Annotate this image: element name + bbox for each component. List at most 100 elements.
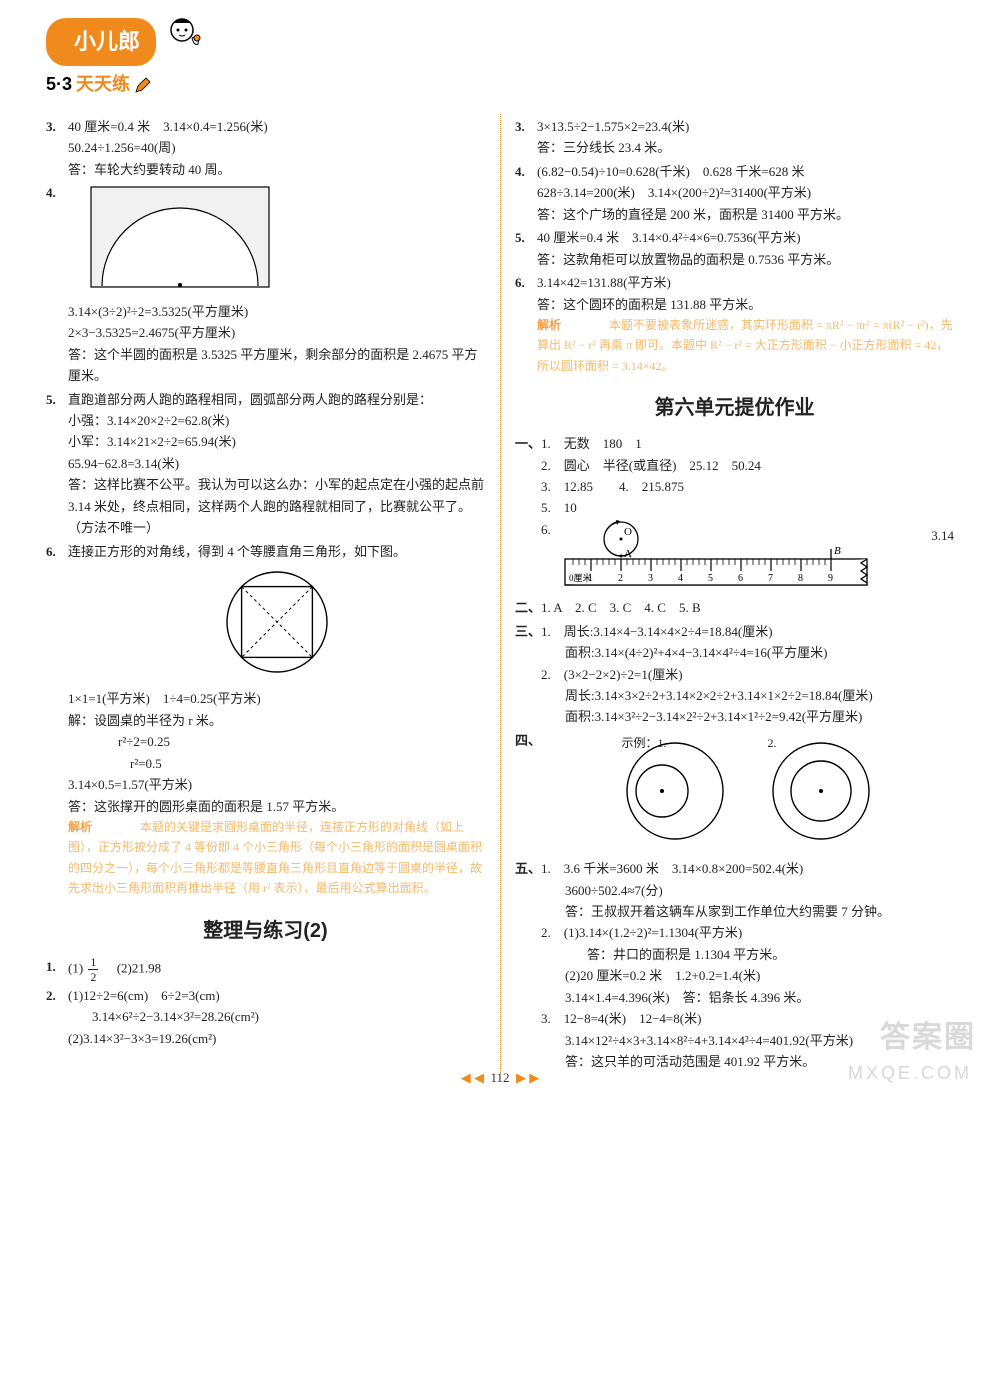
svg-text:4: 4 <box>678 573 683 584</box>
logo-bubble: 小儿郎 <box>46 18 156 66</box>
text-line: (2)21.98 <box>117 960 161 975</box>
text-line: 3.14×(3÷2)²÷2=3.5325(平方厘米) <box>68 301 485 322</box>
semicircle-figure <box>68 186 485 296</box>
item-number: 6. <box>46 541 68 899</box>
text-line: 1. 3.6 千米=3600 米 3.14×0.8×200=502.4(米) <box>541 858 954 879</box>
text-line: 周长:3.14×3×2÷2+3.14×2×2÷2+3.14×1×2÷2=18.8… <box>541 685 954 706</box>
section-4: 四、 示例：1. 2. <box>515 730 954 856</box>
text-line: 答：这款角柜可以放置物品的面积是 0.7536 平方米。 <box>537 249 954 270</box>
svg-text:3: 3 <box>648 573 653 584</box>
text-line: 3.14×42=131.88(平方米) <box>537 272 954 293</box>
svg-text:6: 6 <box>738 573 743 584</box>
watermark-text: 答案圈 <box>880 1013 976 1063</box>
left-q3: 3. 40 厘米=0.4 米 3.14×0.4=1.256(米) 50.24÷1… <box>46 116 485 180</box>
right-q6: 6. 3.14×42=131.88(平方米) 答：这个圆环的面积是 131.88… <box>515 272 954 376</box>
text-line: 3.14 <box>918 519 954 546</box>
left-q6: 6. 连接正方形的对角线，得到 4 个等腰直角三角形，如下图。 1×1=1(平方… <box>46 541 485 899</box>
right-column: 3. 3×13.5÷2−1.575×2=23.4(米) 答：三分线长 23.4 … <box>515 114 954 1073</box>
section-label: 二、 <box>515 597 541 618</box>
section-title-review: 整理与练习(2) <box>46 915 485 948</box>
text-line: 小强：3.14×20×2÷2=62.8(米) <box>68 410 485 431</box>
text-line: 2. 圆心 半径(或直径) 25.12 50.24 <box>541 455 954 476</box>
ruler-figure: O A B 0厘米 <box>561 519 918 595</box>
item-number: 4. <box>515 161 537 225</box>
label-O: O <box>624 526 632 538</box>
pencil-icon <box>134 76 152 94</box>
text-line: 1×1=1(平方米) 1÷4=0.25(平方米) <box>68 688 485 709</box>
text-line: 5. 10 <box>541 497 954 518</box>
item-number: 5. <box>46 389 68 539</box>
section-1: 一、 1. 无数 180 1 2. 圆心 半径(或直径) 25.12 50.24… <box>515 433 954 595</box>
text-line: 1. A 2. C 3. C 4. C 5. B <box>541 597 954 618</box>
text-line: 50.24÷1.256=40(周) <box>68 137 485 158</box>
text-line: 解：设圆桌的半径为 r 米。 <box>68 710 485 731</box>
text-line: 面积:3.14×3²÷2−3.14×2²÷2+3.14×1²÷2=9.42(平方… <box>541 706 954 727</box>
left-q4: 4. 3.14×(3÷2)²÷2=3.5325(平方厘米) 2×3−3.5325… <box>46 182 485 386</box>
section-title-unit6: 第六单元提优作业 <box>515 392 954 425</box>
item-number: 6. <box>515 272 537 376</box>
left-q5: 5. 直跑道部分两人跑的路程相同，圆弧部分两人跑的路程分别是： 小强：3.14×… <box>46 389 485 539</box>
item-number: 2. <box>46 985 68 1049</box>
section-label: 四、 <box>515 730 541 856</box>
text-line: r²÷2=0.25 <box>68 731 485 752</box>
explanation-label: 解析 <box>537 318 561 332</box>
page-number: 112 <box>490 1070 509 1085</box>
triangle-icon: ◀ ◀ <box>461 1070 484 1085</box>
svg-text:7: 7 <box>768 573 773 584</box>
text-line: (2)20 厘米=0.2 米 1.2+0.2=1.4(米) <box>541 965 954 986</box>
text-line: 65.94−62.8=3.14(米) <box>68 453 485 474</box>
column-divider <box>500 114 501 1073</box>
right-q5: 5. 40 厘米=0.4 米 3.14×0.4²÷4×6=0.7536(平方米)… <box>515 227 954 270</box>
review-q2: 2. (1)12÷2=6(cm) 6÷2=3(cm) 3.14×6²÷2−3.1… <box>46 985 485 1049</box>
text-line: 小军：3.14×21×2÷2=65.94(米) <box>68 431 485 452</box>
text-line: (2)3.14×3²−3×3=19.26(cm²) <box>68 1028 485 1049</box>
item-number: 3. <box>46 116 68 180</box>
content-columns: 3. 40 厘米=0.4 米 3.14×0.4=1.256(米) 50.24÷1… <box>46 114 954 1073</box>
right-q3: 3. 3×13.5÷2−1.575×2=23.4(米) 答：三分线长 23.4 … <box>515 116 954 159</box>
text-line: 628÷3.14=200(米) 3.14×(200÷2)²=31400(平方米) <box>537 182 954 203</box>
text-line: 答：这个广场的直径是 200 米，面积是 31400 平方米。 <box>537 204 954 225</box>
text-line: 1. 无数 180 1 <box>541 433 954 454</box>
text-line: (1)12÷2=6(cm) 6÷2=3(cm) <box>68 985 485 1006</box>
text-line: r²=0.5 <box>68 753 485 774</box>
svg-text:8: 8 <box>798 573 803 584</box>
text-line: 1. 周长:3.14×4−3.14×4×2÷4=18.84(厘米) <box>541 621 954 642</box>
text-line: 3. 12.85 4. 215.875 <box>541 476 954 497</box>
text-line: 面积:3.14×(4÷2)²+4×4−3.14×4²÷4=16(平方厘米) <box>541 642 954 663</box>
svg-text:1: 1 <box>588 573 593 584</box>
item-number: 5. <box>515 227 537 270</box>
text-line: 3600÷502.4≈7(分) <box>541 880 954 901</box>
text-line: 连接正方形的对角线，得到 4 个等腰直角三角形，如下图。 <box>68 541 485 562</box>
section-label: 五、 <box>515 858 541 1072</box>
text-line: (1) <box>68 960 83 975</box>
text-line: 答：井口的面积是 1.1304 平方米。 <box>541 944 954 965</box>
label-B: B <box>834 545 841 557</box>
svg-text:5: 5 <box>708 573 713 584</box>
text-line: 答：这张撑开的圆形桌面的面积是 1.57 平方米。 <box>68 796 485 817</box>
mascot-icon <box>164 16 204 60</box>
logo-area: 小儿郎 5·3天天练 <box>46 18 954 108</box>
explanation-block: 解析 本题的关键是求圆形桌面的半径，连接正方形的对角线（如上图），正方形被分成了… <box>68 817 485 899</box>
item-number: 4. <box>46 182 68 386</box>
annulus-figure-2: 2. <box>768 734 874 850</box>
svg-text:2: 2 <box>618 573 623 584</box>
section-label: 三、 <box>515 621 541 728</box>
explanation-label: 解析 <box>68 820 92 834</box>
review-q1: 1. (1) 12 (2)21.98 <box>46 956 485 983</box>
text-line: 40 厘米=0.4 米 3.14×0.4²÷4×6=0.7536(平方米) <box>537 227 954 248</box>
item-number: 1. <box>46 956 68 983</box>
text-line: 答：车轮大约要转动 40 周。 <box>68 159 485 180</box>
circle-square-figure <box>68 566 485 684</box>
triangle-icon: ▶ ▶ <box>516 1070 539 1085</box>
explanation-block: 解析 本题不要被表象所迷惑，其实环形面积 = πR² − πr² = π(R² … <box>537 315 954 376</box>
item-number: 3. <box>515 116 537 159</box>
text-line: 3×13.5÷2−1.575×2=23.4(米) <box>537 116 954 137</box>
text-line: 2. (3×2−2×2)÷2=1(厘米) <box>541 664 954 685</box>
text-line: 40 厘米=0.4 米 3.14×0.4=1.256(米) <box>68 116 485 137</box>
fraction: 12 <box>88 956 98 983</box>
text-line: 直跑道部分两人跑的路程相同，圆弧部分两人跑的路程分别是： <box>68 389 485 410</box>
annulus-figure-1: 示例：1. <box>622 734 728 850</box>
svg-text:9: 9 <box>828 573 833 584</box>
section-2: 二、 1. A 2. C 3. C 4. C 5. B <box>515 597 954 618</box>
page: 小儿郎 5·3天天练 3. 40 厘米=0.4 米 3.14×0.4=1.256… <box>0 0 1000 1103</box>
